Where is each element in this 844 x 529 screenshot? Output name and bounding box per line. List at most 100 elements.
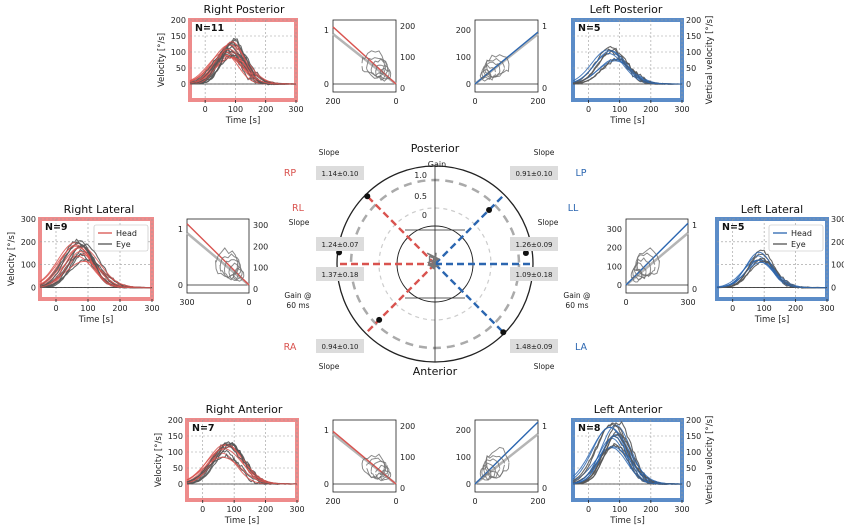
slope-value-rp: 1.14±0.10 <box>321 170 358 178</box>
slope-yleft-rl-0: 0 <box>178 281 183 290</box>
xtick-label-rp-1: 100 <box>228 105 243 114</box>
slope-yleft-rp-0: 0 <box>324 80 329 89</box>
xlabel-rl: Time [s] <box>78 315 114 325</box>
gain-word2-rl: 60 ms <box>286 301 309 310</box>
ytick-label-rl-0: 0 <box>31 284 36 293</box>
n-label-rl: N=9 <box>45 222 68 233</box>
slope-trace-rp-4 <box>361 50 386 77</box>
ytick-label-lp-4: 200 <box>686 16 701 25</box>
slope-yright-rp-0: 0 <box>400 84 405 93</box>
ytick-label-ll-1: 100 <box>831 261 844 270</box>
gain-pill-ll <box>510 267 558 281</box>
legend-eye-label-rl: Eye <box>116 240 131 249</box>
panel-title-ll: Left Lateral <box>741 203 803 216</box>
head-trace-rl-6 <box>39 246 152 288</box>
slope-xtick-rp-1: 0 <box>393 97 398 106</box>
xtick-label-rl-0: 0 <box>53 304 58 313</box>
slope-yright-rl-1: 100 <box>253 264 268 273</box>
xtick-label-lp-0: 0 <box>586 105 591 114</box>
slope-fit-line-ra <box>332 430 397 485</box>
ytick-label-ra-0: 0 <box>178 480 183 489</box>
polar-center-traces <box>426 252 441 271</box>
xtick-label-rp-2: 200 <box>258 105 273 114</box>
slope-trace-ll-4 <box>636 247 660 277</box>
head-trace-lp-4 <box>572 50 682 85</box>
head-trace-rl-8 <box>39 247 152 289</box>
slope-yright-ra-0: 0 <box>400 484 405 493</box>
ytick-label-ll-3: 300 <box>831 215 844 224</box>
ytick-label-rl-3: 300 <box>21 215 36 224</box>
ylabel-lp: Vertical velocity [°/s] <box>705 16 715 105</box>
polar-gain-dot-la-0 <box>500 329 507 336</box>
slope-yleft-la-1: 100 <box>456 453 471 462</box>
polar-gain-tick-05: 0.5 <box>414 192 427 201</box>
polar-gain-dot-ra-0 <box>376 316 383 323</box>
polar-axis-rp <box>364 193 436 265</box>
polar-gain-dot-rp-0 <box>364 193 371 200</box>
slope-yleft-rp-1: 1 <box>324 26 329 35</box>
xtick-label-ll-3: 300 <box>819 304 834 313</box>
head-trace-ll-4 <box>716 251 827 289</box>
slope-yleft-la-2: 200 <box>456 426 471 435</box>
slope-yleft-ra-0: 0 <box>324 480 329 489</box>
xtick-label-la-0: 0 <box>586 505 591 514</box>
legend-head-label-ll: Head <box>791 229 812 238</box>
slope-xtick-ll-1: 300 <box>680 298 695 307</box>
direction-label-rl: RL <box>292 203 305 214</box>
slope-xtick-lp-0: 0 <box>472 97 477 106</box>
polar-axis-lp <box>434 193 506 265</box>
ylabel-la: Vertical velocity [°/s] <box>705 416 715 505</box>
slope-trace-lp-3 <box>484 57 505 78</box>
gain-value-rl: 1.37±0.18 <box>321 271 358 279</box>
direction-label-ll: LL <box>568 203 579 214</box>
polar-axis-la <box>434 263 506 335</box>
slope-yleft-ra-1: 1 <box>324 426 329 435</box>
ytick-label-rp-2: 100 <box>171 48 186 57</box>
xtick-label-rl-2: 200 <box>112 304 127 313</box>
slope-value-ra: 0.94±0.10 <box>321 343 358 351</box>
ylabel-rl: Velocity [°/s] <box>7 232 17 286</box>
xtick-label-rp-0: 0 <box>203 105 208 114</box>
slope-yright-rp-1: 100 <box>400 53 415 62</box>
slope-xtick-ra-1: 0 <box>393 497 398 506</box>
direction-label-la: LA <box>575 342 588 353</box>
slope-yright-rl-3: 300 <box>253 221 268 230</box>
slope-yleft-ll-2: 200 <box>607 244 622 253</box>
slope-pill-rp <box>316 166 364 180</box>
slope-word-lp: Slope <box>534 148 555 157</box>
ytick-label-la-2: 100 <box>686 448 701 457</box>
slope-trace-lp-4 <box>485 54 510 78</box>
slope-xtick-lp-1: 200 <box>530 97 545 106</box>
slope-trace-ra-4 <box>361 453 386 479</box>
xtick-label-ll-2: 200 <box>788 304 803 313</box>
slope-yright-rl-0: 0 <box>253 285 258 294</box>
n-label-lp: N=5 <box>578 23 601 34</box>
slope-trace-ra-2 <box>370 460 389 480</box>
ytick-label-ra-4: 200 <box>168 416 183 425</box>
legend-head-label-rl: Head <box>116 229 137 238</box>
ytick-label-lp-1: 50 <box>686 64 696 73</box>
slope-value-ll: 1.26±0.09 <box>515 241 552 249</box>
head-trace-la-7 <box>572 435 682 485</box>
polar-label-anterior: Anterior <box>413 365 458 378</box>
ytick-label-lp-0: 0 <box>686 80 691 89</box>
xtick-label-lp-1: 100 <box>612 105 627 114</box>
polar-label-posterior: Posterior <box>411 142 460 155</box>
n-label-ra: N=7 <box>192 423 215 434</box>
ytick-label-ra-1: 50 <box>173 464 183 473</box>
xtick-label-ra-2: 200 <box>258 505 273 514</box>
xtick-label-rl-3: 300 <box>144 304 159 313</box>
slope-xtick-la-0: 0 <box>472 497 477 506</box>
slope-yleft-lp-1: 100 <box>456 53 471 62</box>
slope-fit-line-la <box>474 421 539 485</box>
xtick-label-la-1: 100 <box>612 505 627 514</box>
xtick-label-rl-1: 100 <box>80 304 95 313</box>
slope-word-ll: Slope <box>538 218 559 227</box>
ylabel-ra: Velocity [°/s] <box>154 433 164 487</box>
ytick-label-la-0: 0 <box>686 480 691 489</box>
direction-label-ra: RA <box>284 342 297 353</box>
gain-word2-ll: 60 ms <box>565 301 588 310</box>
xlabel-ra: Time [s] <box>224 516 260 526</box>
ytick-label-rp-1: 50 <box>176 64 186 73</box>
